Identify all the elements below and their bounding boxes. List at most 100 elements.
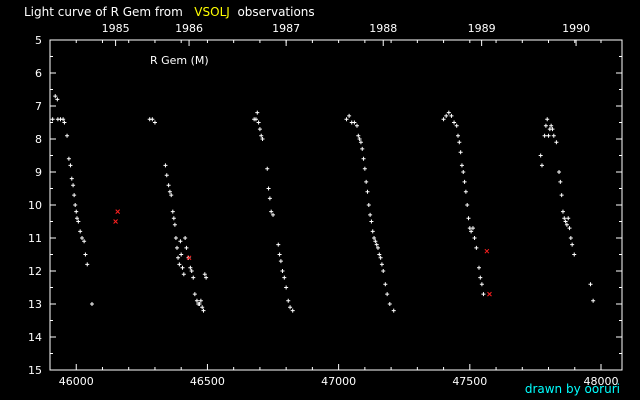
year-tick-label: 1989 [468, 22, 496, 35]
data-point [374, 242, 379, 247]
data-point [204, 275, 209, 280]
data-point [78, 229, 83, 234]
data-point [269, 209, 274, 214]
data-point [370, 229, 375, 234]
data-point [462, 179, 467, 184]
y-tick-label: 8 [35, 133, 42, 146]
data-point [356, 133, 361, 138]
year-tick-label: 1986 [175, 22, 203, 35]
year-tick-label: 1988 [369, 22, 397, 35]
data-point [391, 308, 396, 313]
y-tick-label: 7 [35, 100, 42, 113]
data-point [173, 236, 178, 240]
data-point [444, 113, 449, 118]
data-point [178, 239, 183, 244]
data-point [65, 133, 70, 138]
credit-label: drawn by ooruri [524, 382, 620, 396]
y-tick-label: 9 [35, 166, 42, 179]
data-point [361, 156, 366, 161]
data-point [188, 265, 193, 270]
data-point [284, 285, 289, 290]
y-tick-label: 6 [35, 67, 42, 80]
data-point [362, 166, 367, 171]
data-point [179, 252, 184, 257]
data-point [201, 308, 206, 313]
data-point [461, 170, 466, 174]
data-point [465, 203, 470, 207]
data-point [554, 140, 559, 145]
x-tick-label: 47000 [321, 375, 356, 388]
data-point [352, 120, 357, 125]
year-tick-label: 1987 [272, 22, 300, 35]
data-point [89, 302, 94, 306]
data-point [559, 193, 564, 198]
data-point [449, 113, 454, 118]
data-point [152, 120, 157, 125]
data-point [189, 269, 194, 273]
data-point [566, 216, 571, 221]
data-point [73, 203, 78, 207]
y-tick-label: 11 [28, 232, 42, 245]
year-tick-label: 1985 [102, 22, 130, 35]
data-point [387, 302, 392, 306]
data-point [563, 219, 568, 224]
data-point [481, 292, 486, 297]
data-point [479, 282, 484, 287]
data-point [171, 216, 176, 221]
data-point [150, 117, 155, 122]
data-point [278, 259, 283, 264]
data-point [280, 269, 285, 273]
y-tick-label: 12 [28, 265, 42, 278]
data-point [564, 222, 569, 227]
data-point [570, 242, 575, 247]
x-tick-label: 46500 [190, 375, 225, 388]
data-point [543, 123, 548, 128]
x-tick-label: 48000 [584, 375, 619, 388]
data-point [265, 166, 270, 171]
data-point [368, 212, 373, 217]
data-point [61, 117, 66, 122]
data-point [266, 186, 271, 191]
data-point [191, 275, 196, 280]
x-tick-label: 47500 [452, 375, 487, 388]
data-point [469, 229, 474, 234]
data-point [253, 117, 258, 122]
plot-frame [49, 39, 623, 371]
y-tick-label: 10 [28, 199, 42, 212]
data-point [72, 193, 77, 198]
y-tick-label: 13 [28, 298, 42, 311]
y-tick-label: 5 [35, 34, 42, 47]
data-point [256, 120, 261, 125]
data-point [53, 94, 58, 99]
data-point [286, 298, 291, 303]
data-point [441, 117, 446, 122]
data-point [549, 123, 554, 128]
data-point [66, 156, 71, 161]
chart-title: Light curve of R Gem from VSOLJ observat… [24, 5, 315, 19]
data-point [260, 137, 265, 141]
y-tick-label: 15 [28, 364, 42, 377]
data-point [560, 209, 565, 214]
data-point [347, 113, 352, 118]
data-point [385, 292, 390, 297]
data-point [344, 117, 349, 122]
data-point [192, 292, 197, 297]
data-point [542, 133, 547, 138]
source-name: VSOLJ [194, 5, 230, 19]
data-point [202, 272, 207, 277]
data-point [198, 298, 203, 303]
data-point [183, 236, 188, 240]
data-point [200, 305, 205, 310]
data-point [459, 163, 464, 168]
data-point [477, 265, 481, 270]
data-point [381, 269, 386, 273]
data-point-other [487, 291, 492, 297]
data-point [562, 216, 567, 221]
data-point [257, 127, 262, 132]
data-point [197, 302, 202, 306]
data-point [62, 120, 67, 125]
data-point [83, 252, 88, 257]
data-point [164, 173, 169, 178]
data-point [539, 163, 544, 168]
data-point [170, 209, 175, 214]
